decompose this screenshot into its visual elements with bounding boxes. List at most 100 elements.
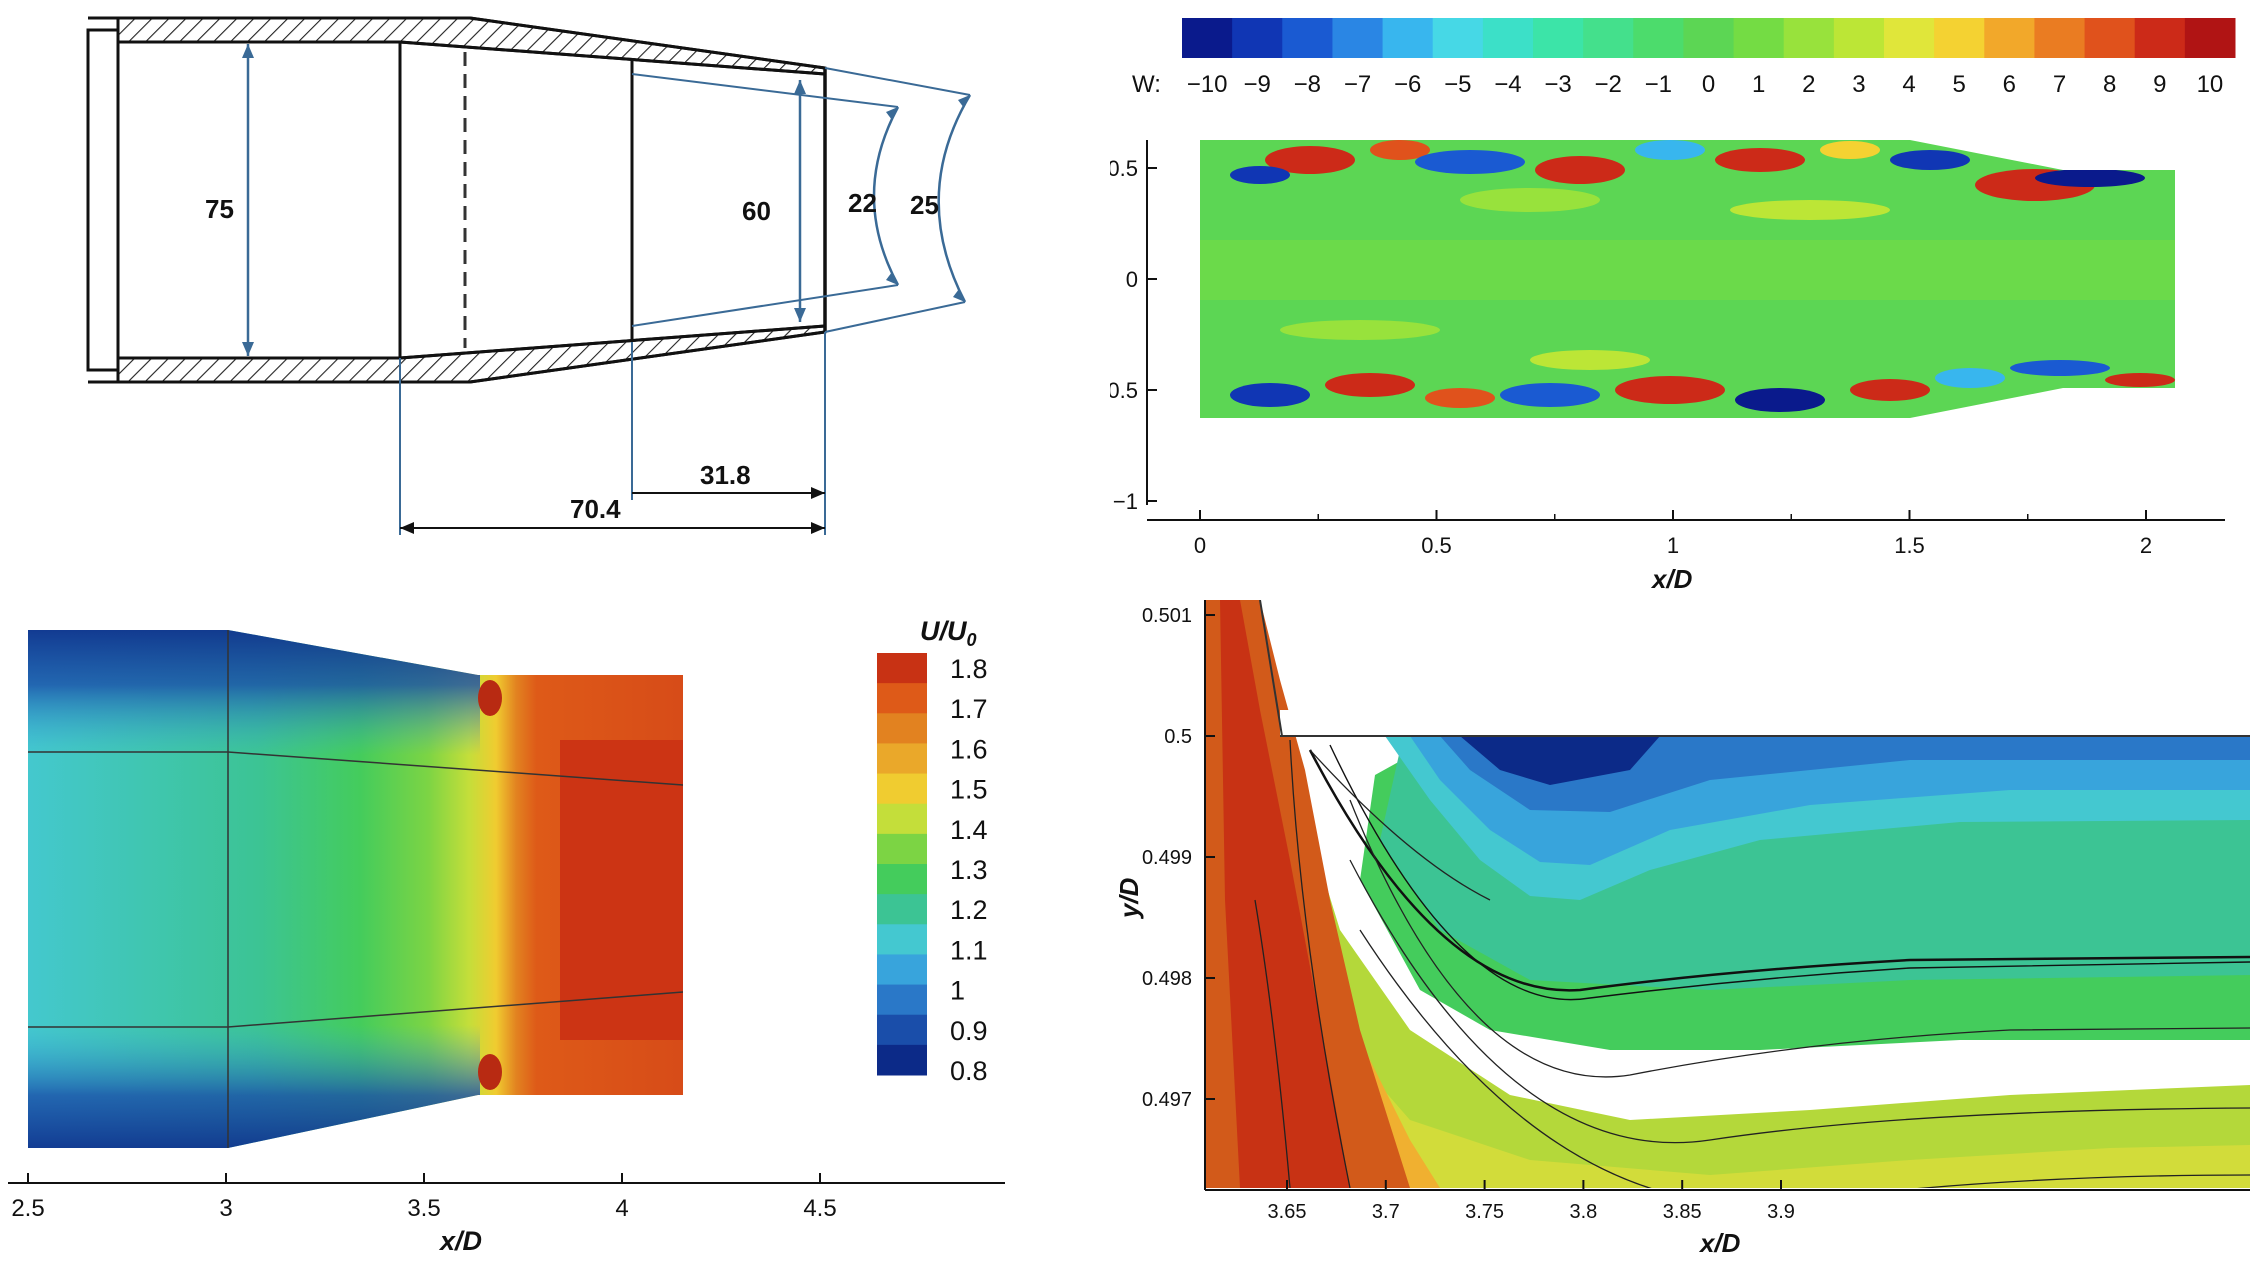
w-colorbar-tick-label: 2	[1802, 71, 1815, 98]
w-colorbar-swatch	[1884, 18, 1935, 58]
w-colorbar-swatch	[1583, 18, 1634, 58]
w-colorbar-swatch	[1282, 18, 1333, 58]
u-colorbar-tick-label: 0.9	[950, 1016, 988, 1046]
u-colorbar	[877, 653, 927, 1076]
w-colorbar-tick-label: 4	[1902, 71, 1915, 98]
u-colorbar-tick-label: 1.1	[950, 935, 988, 965]
w-colorbar-tick-label: −2	[1595, 71, 1622, 98]
w-x-axis: 00.511.522.533.54	[1194, 510, 2152, 558]
w-colorbar-tick-label: −8	[1294, 71, 1321, 98]
u-x-tick-label: 2.5	[11, 1195, 44, 1222]
w-colorbar-swatch	[2184, 18, 2236, 58]
zoom-y-axis: 0.501 0.5 0.499 0.498 0.497	[1142, 605, 1215, 1111]
u-colorbar-swatch	[877, 1014, 927, 1046]
w-colorbar-swatch	[1182, 18, 1233, 58]
u-colorbar-tick-label: 1.5	[950, 775, 988, 805]
u-contour-plot: U/U0 1.8 1.7 1.6 1.5 1.4 1.3 1.2 1.1 1 0.9 0.8 2.5…	[8, 616, 1005, 1256]
w-colorbar-tick-label: 6	[2003, 71, 2016, 98]
w-y-tick-label: 0	[1126, 267, 1138, 292]
u-colorbar-title: U/U0	[920, 616, 977, 650]
u-x-tick-label: 4	[615, 1195, 628, 1222]
u-colorbar-swatch	[877, 803, 927, 835]
nozzle-geometry-drawing: 75 60 22 25 31.8 70.4	[86, 16, 972, 535]
dim-label-contraction-length: 31.8	[700, 460, 751, 490]
u-colorbar-tick-label: 0.8	[950, 1056, 988, 1086]
w-colorbar-tick-label: 0	[1702, 71, 1715, 98]
w-contour-field	[1200, 140, 2175, 418]
w-colorbar-tick-label: 7	[2053, 71, 2066, 98]
dim-label-exit-diameter: 60	[742, 196, 771, 226]
u-colorbar-swatch	[877, 713, 927, 744]
w-colorbar-ticks: −10 −9 −8 −7 −6 −5 −4 −3 −2 −1 0 1 2 3 4 5 6 7 8 9 10	[1187, 71, 2224, 98]
w-x-tick-label: 0	[1194, 533, 1206, 558]
u-colorbar-swatch	[877, 743, 927, 775]
w-x-tick-label: 0.5	[1421, 533, 1452, 558]
w-colorbar-swatch	[1934, 18, 1985, 58]
w-colorbar-tick-label: −10	[1187, 71, 1228, 98]
u-colorbar-swatch	[877, 954, 927, 986]
u-colorbar-swatch	[877, 833, 927, 865]
zoom-x-tick-label: 3.7	[1372, 1201, 1400, 1223]
u-colorbar-swatch	[877, 1044, 927, 1076]
zoom-x-tick-label: 3.8	[1569, 1201, 1597, 1223]
w-colorbar-swatch	[1382, 18, 1434, 58]
zoom-y-tick-label: 0.499	[1142, 847, 1192, 869]
w-colorbar-swatch	[1482, 18, 1534, 58]
u-colorbar-swatch	[877, 924, 927, 955]
w-colorbar	[1182, 18, 2236, 58]
w-colorbar-swatch	[1733, 18, 1785, 58]
w-colorbar-tick-label: 8	[2103, 71, 2116, 98]
w-colorbar-tick-label: −1	[1645, 71, 1672, 98]
zoom-x-axis-label: x/D	[1698, 1228, 1741, 1258]
zoom-y-tick-label: 0.498	[1142, 968, 1192, 990]
u-contour-field	[28, 630, 683, 1148]
w-colorbar-tick-label: −6	[1394, 71, 1421, 98]
w-colorbar-tick-label: −7	[1344, 71, 1371, 98]
zoom-x-tick-label: 3.75	[1465, 1201, 1504, 1223]
u-colorbar-swatch	[877, 984, 927, 1016]
u-colorbar-tick-label: 1	[950, 976, 965, 1006]
u-x-axis: 2.5 3 3.5 4 4.5	[11, 1173, 837, 1222]
w-colorbar-swatch	[1984, 18, 2035, 58]
zoom-y-tick-label: 0.501	[1142, 605, 1192, 627]
w-colorbar-tick-label: −4	[1494, 71, 1521, 98]
w-colorbar-tick-label: 10	[2197, 71, 2224, 98]
u-colorbar-swatch	[877, 683, 927, 714]
zoom-x-axis: 3.65 3.7 3.75 3.8 3.85 3.9	[1268, 1180, 1795, 1223]
u-x-tick-label: 3	[219, 1195, 232, 1222]
zoom-y-tick-label: 0.5	[1164, 726, 1192, 748]
w-colorbar-swatch	[1833, 18, 1885, 58]
w-colorbar-tick-label: −5	[1444, 71, 1471, 98]
w-colorbar-swatch	[1783, 18, 1835, 58]
u-colorbar-tick-label: 1.3	[950, 855, 988, 885]
u-colorbar-tick-label: 1.6	[950, 734, 988, 764]
w-x-axis-label: x/D	[1650, 564, 1693, 594]
u-x-tick-label: 4.5	[803, 1195, 836, 1222]
w-colorbar-swatch	[1633, 18, 1684, 58]
w-colorbar-tick-label: −3	[1544, 71, 1571, 98]
zoom-y-tick-label: 0.497	[1142, 1089, 1192, 1111]
u-colorbar-swatch	[877, 773, 927, 805]
dim-label-total-length: 70.4	[570, 494, 621, 524]
w-colorbar-tick-label: 1	[1752, 71, 1765, 98]
u-x-tick-label: 3.5	[407, 1195, 440, 1222]
w-x-tick-label: 1.5	[1894, 533, 1925, 558]
w-y-tick-label: −1	[1113, 489, 1138, 514]
u-colorbar-tick-label: 1.8	[950, 654, 988, 684]
w-y-tick-label: 0.5	[1110, 156, 1138, 181]
w-colorbar-swatch	[2084, 18, 2136, 58]
w-x-tick-label: 2	[2140, 533, 2152, 558]
w-x-tick-label: 1	[1667, 533, 1679, 558]
u-colorbar-tick-label: 1.7	[950, 694, 988, 724]
w-colorbar-swatch	[1432, 18, 1484, 58]
w-colorbar-swatch	[1332, 18, 1384, 58]
zoom-x-tick-label: 3.9	[1767, 1201, 1795, 1223]
u-colorbar-swatch	[877, 864, 927, 895]
w-colorbar-tick-label: 3	[1852, 71, 1865, 98]
w-contour-plot: W: −10 −9 −8 −7 −6 −5 −4 −3 −2 −1 0 1 2 3 4 5 6 7 8 9 10 0.5…	[1110, 18, 2236, 594]
zoom-y-axis-label: y/D	[1114, 877, 1144, 920]
w-colorbar-swatch	[1232, 18, 1283, 58]
u-colorbar-swatch	[877, 653, 927, 684]
w-colorbar-swatch	[1683, 18, 1735, 58]
